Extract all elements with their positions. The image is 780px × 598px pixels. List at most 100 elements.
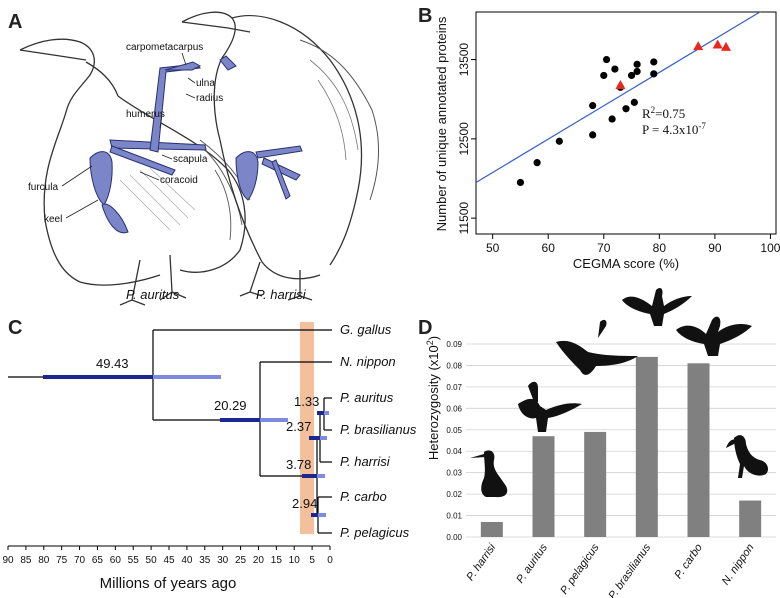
time-tick-label: 20 xyxy=(253,555,265,566)
ci-bar-node-237 xyxy=(309,436,320,440)
panel-c-label: C xyxy=(8,317,22,339)
bar xyxy=(739,500,762,537)
phylogeny-chart: 49.43 20.29 1.33 2.37 3.78 2.94 G. gallu… xyxy=(2,322,417,592)
bar xyxy=(687,363,710,537)
time-tick-label: 15 xyxy=(271,555,283,566)
heterozygosity-bar-chart: Heterozygosity (x102) 0.00 0.01 0.02 0.03 0.… xyxy=(425,336,776,598)
r-squared-annotation: R2=0.75 xyxy=(642,105,685,121)
regression-line xyxy=(476,12,762,183)
bone-label-carpometacarpus: carpometacarpus xyxy=(126,42,203,53)
node-age-237: 2.37 xyxy=(286,419,311,434)
scatter-point xyxy=(555,137,563,145)
bar-y-tick-label: 0.04 xyxy=(446,447,462,456)
bar xyxy=(480,521,503,537)
silhouette-p-pelagicus xyxy=(556,319,638,375)
scatter-x-tick-label: 90 xyxy=(708,241,722,255)
scatter-point xyxy=(630,98,638,106)
time-tick-label: 85 xyxy=(20,555,32,566)
scatter-plot-frame xyxy=(475,11,777,235)
bar-y-tick-label: 0.05 xyxy=(446,426,462,435)
taxon-n-nippon: N. nippon xyxy=(340,354,396,369)
node-age-49: 49.43 xyxy=(96,356,129,371)
bird-illustration-left xyxy=(19,38,251,306)
bar-y-tick-label: 0.02 xyxy=(446,490,462,499)
bar-y-tick-label: 0.00 xyxy=(446,533,462,542)
time-tick-label: 90 xyxy=(2,555,14,566)
time-tick-label: 30 xyxy=(217,555,229,566)
scatter-point-triangle xyxy=(693,41,704,51)
scatter-x-tick-label: 50 xyxy=(486,241,500,255)
time-tick-label: 55 xyxy=(128,555,140,566)
time-tick-label: 70 xyxy=(74,555,86,566)
taxon-p-auritus: P. auritus xyxy=(340,390,394,405)
ci-bar-node-20-b xyxy=(260,418,288,422)
bone-label-furcula: furcula xyxy=(28,182,58,193)
taxon-p-brasilianus: P. brasilianus xyxy=(340,422,417,437)
ci-bar-node-294-b xyxy=(318,513,326,517)
bar xyxy=(635,356,658,537)
time-tick-label: 0 xyxy=(327,555,333,566)
time-tick-label: 45 xyxy=(163,555,175,566)
time-tick-label: 40 xyxy=(181,555,193,566)
bar-y-axis-title: Heterozygosity (x102) xyxy=(425,336,441,460)
node-age-294: 2.94 xyxy=(292,496,317,511)
bar-y-tick-label: 0.08 xyxy=(446,361,462,370)
scatter-point xyxy=(622,105,630,113)
bone-label-humerus: humerus xyxy=(126,109,165,120)
highlight-band xyxy=(300,322,314,534)
scatter-y-tick-label: 12500 xyxy=(457,122,471,156)
node-age-378: 3.78 xyxy=(286,457,311,472)
bone-leader-lines xyxy=(61,52,196,219)
taxon-p-carbo: P. carbo xyxy=(340,489,387,504)
bar-y-tick-label: 0.03 xyxy=(446,469,462,478)
bone-label-keel: keel xyxy=(44,214,62,225)
ci-bar-node-20 xyxy=(220,418,260,422)
ci-bar-node-49 xyxy=(43,375,153,379)
bone-label-radius: radius xyxy=(196,93,223,104)
scatter-point-triangle xyxy=(712,39,723,49)
time-tick-label: 10 xyxy=(289,555,301,566)
scatter-point xyxy=(516,178,525,187)
bone-skeleton-left xyxy=(89,61,207,234)
scatter-y-axis-title: Number of unique annotated proteins xyxy=(434,16,449,231)
tree-branches xyxy=(8,329,332,534)
time-tick-label: 75 xyxy=(56,555,68,566)
taxon-p-harrisi: P. harrisi xyxy=(340,454,391,469)
time-axis-ticks: 90 85 80 75 70 65 60 55 50 45 40 35 30 25 20 15 10 5 0 xyxy=(2,546,333,566)
bar-y-tick-label: 0.09 xyxy=(446,340,462,349)
bone-label-coracoid: coracoid xyxy=(160,175,198,186)
bone-skeleton-right xyxy=(219,55,303,201)
scatter-y-tick-label: 13500 xyxy=(457,43,471,77)
scatter-x-tick-label: 100 xyxy=(760,241,780,255)
ci-bar-node-378 xyxy=(302,474,317,478)
scatter-point xyxy=(633,60,641,68)
time-tick-label: 35 xyxy=(199,555,211,566)
scatter-x-axis-title: CEGMA score (%) xyxy=(573,256,679,271)
scatter-point xyxy=(589,131,597,139)
scatter-point xyxy=(602,55,611,64)
scatter-x-tick-label: 70 xyxy=(597,241,611,255)
bar-category-label: P. carbo xyxy=(672,542,705,581)
scatter-point xyxy=(608,115,616,123)
scatter-x-tick-label: 60 xyxy=(542,241,556,255)
panel-a-label: A xyxy=(8,11,22,33)
scatter-x-tick-label: 80 xyxy=(653,241,667,255)
scatter-y-tick-label: 11500 xyxy=(457,202,471,235)
scatter-point xyxy=(650,70,658,78)
bone-label-scapula: scapula xyxy=(173,154,208,165)
node-age-20: 20.29 xyxy=(214,398,247,413)
bone-label-ulna: ulna xyxy=(196,78,215,89)
silhouette-p-carbo xyxy=(676,316,752,356)
panel-b-label: B xyxy=(418,5,432,27)
time-tick-label: 60 xyxy=(110,555,122,566)
scatter-point xyxy=(627,71,636,80)
scatter-point xyxy=(533,159,541,167)
ci-bar-node-237-b xyxy=(320,436,327,440)
ci-bar-node-133-b xyxy=(324,411,329,415)
bar-category-label: P. harrisi xyxy=(464,541,498,583)
p-value-annotation: P = 4.3x10-7 xyxy=(642,121,706,137)
bird-silhouettes xyxy=(470,288,768,498)
time-tick-label: 25 xyxy=(235,555,247,566)
time-axis-title: Millions of years ago xyxy=(100,575,237,592)
